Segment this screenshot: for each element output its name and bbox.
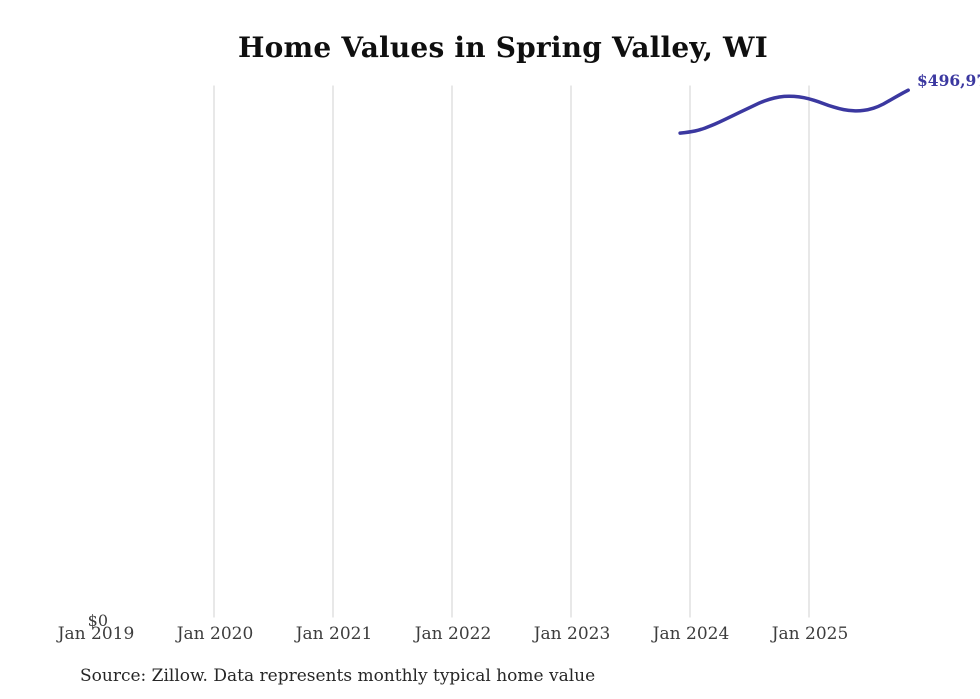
x-tick-jan-2021: Jan 2021 [295, 624, 373, 644]
x-tick-jan-2025: Jan 2025 [771, 624, 849, 644]
x-tick-jan-2023: Jan 2023 [533, 624, 611, 644]
y-tick-zero: $0 [87, 611, 108, 630]
x-tick-jan-2019: Jan 2019 [57, 624, 135, 644]
source-note: Source: Zillow. Data represents monthly … [80, 666, 596, 686]
latest-value-label: $496,97 [917, 71, 980, 90]
x-tick-jan-2024: Jan 2024 [652, 624, 730, 644]
chart-title: Home Values in Spring Valley, WI [238, 31, 768, 64]
x-tick-jan-2020: Jan 2020 [176, 624, 254, 644]
x-tick-jan-2022: Jan 2022 [414, 624, 492, 644]
